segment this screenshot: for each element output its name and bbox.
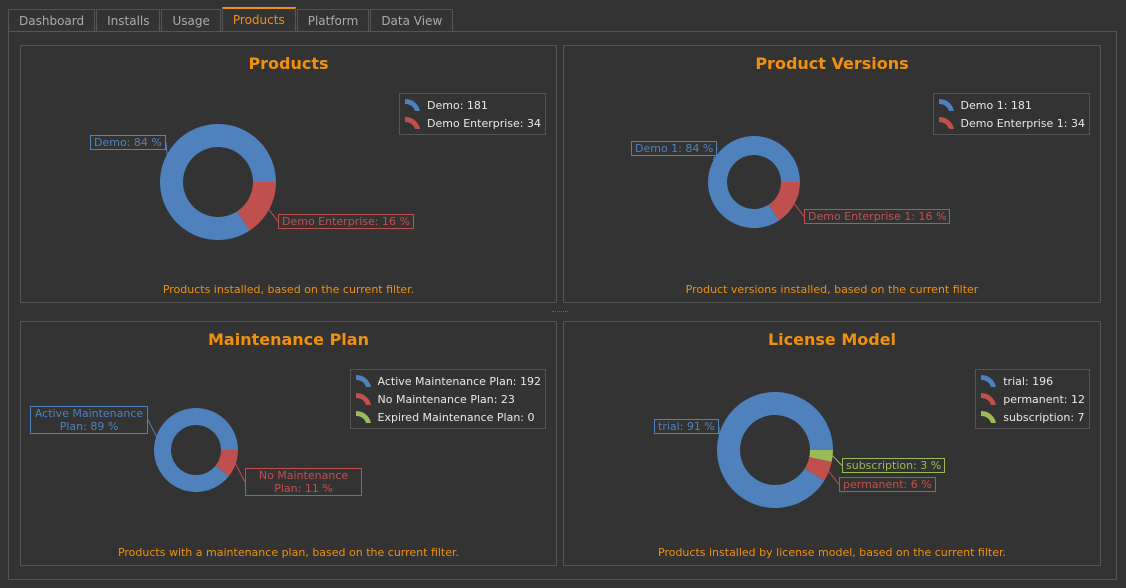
- donut-slice-1[interactable]: [804, 457, 832, 481]
- donut-slice-1[interactable]: [215, 450, 238, 477]
- product-versions-chart-panel: Product Versions Product versions install…: [563, 45, 1101, 303]
- chart-legend: Active Maintenance Plan: 192 No Maintenan…: [349, 369, 546, 429]
- donut-chart: [717, 392, 843, 509]
- legend-swatch-icon: [981, 410, 997, 423]
- splitter-handle[interactable]: [552, 311, 568, 312]
- slice-data-label: subscription: 3 %: [842, 458, 946, 473]
- slice-data-label: Demo: 84 %: [90, 135, 166, 150]
- leader-line: [268, 209, 279, 222]
- tab-content: [8, 31, 1117, 580]
- leader-line: [235, 463, 246, 483]
- donut-slice-0[interactable]: [708, 136, 800, 228]
- chart-caption: Products with a maintenance plan, based …: [117, 546, 460, 559]
- chart-caption: Products installed, based on the current…: [162, 283, 415, 296]
- donut-slice-0[interactable]: [160, 123, 276, 240]
- tab-products[interactable]: Products: [221, 7, 296, 31]
- slice-data-label: No Maintenance Plan: 11 %: [245, 468, 362, 496]
- donut-slice-2[interactable]: [809, 450, 833, 462]
- legend-label: Demo Enterprise 1: 34: [960, 116, 1085, 130]
- slice-data-label: permanent: 6 %: [839, 477, 936, 492]
- legend-item[interactable]: Demo: 181: [404, 96, 541, 114]
- legend-item[interactable]: Expired Maintenance Plan: 0: [355, 408, 541, 426]
- donut-slice-0[interactable]: [717, 392, 833, 509]
- slice-data-label: Active Maintenance Plan: 89 %: [30, 406, 148, 434]
- chart-title: Maintenance Plan: [208, 330, 369, 349]
- chart-legend: trial: 196 permanent: 12 subscription: 7: [975, 369, 1090, 429]
- slice-data-label: Demo Enterprise 1: 16 %: [804, 209, 951, 224]
- legend-item[interactable]: Demo 1: 181: [938, 96, 1085, 114]
- donut-slice-1[interactable]: [768, 182, 800, 221]
- legend-item[interactable]: subscription: 7: [980, 408, 1085, 426]
- donut-slice-1[interactable]: [237, 182, 276, 231]
- slice-data-label: Demo Enterprise: 16 %: [278, 214, 414, 229]
- legend-swatch-icon: [355, 410, 371, 423]
- legend-item[interactable]: Demo Enterprise: 34: [404, 114, 541, 132]
- tab-dashboard[interactable]: Dashboard: [8, 9, 96, 31]
- legend-item[interactable]: Demo Enterprise 1: 34: [938, 114, 1085, 132]
- legend-label: Demo Enterprise: 34: [427, 116, 541, 130]
- chart-legend: Demo: 181 Demo Enterprise: 34: [399, 93, 546, 135]
- chart-legend: Demo 1: 181 Demo Enterprise 1: 34: [932, 93, 1090, 135]
- legend-label: trial: 196: [1003, 374, 1054, 388]
- legend-label: Demo 1: 181: [960, 98, 1032, 112]
- products-chart-panel: Products Products installed, based on the…: [20, 45, 557, 303]
- donut-chart: [160, 123, 279, 240]
- license-model-chart-panel: License Model Products installed by licen…: [563, 321, 1101, 566]
- leader-line: [794, 203, 805, 217]
- leader-line: [832, 455, 843, 466]
- legend-label: Expired Maintenance Plan: 0: [377, 410, 535, 424]
- legend-swatch-icon: [981, 392, 997, 405]
- donut-slice-0[interactable]: [154, 408, 238, 492]
- chart-caption: Products installed by license model, bas…: [658, 546, 1006, 559]
- legend-swatch-icon: [355, 392, 371, 405]
- chart-caption: Product versions installed, based on the…: [685, 283, 979, 296]
- legend-item[interactable]: No Maintenance Plan: 23: [355, 390, 541, 408]
- slice-data-label: trial: 91 %: [654, 419, 719, 434]
- leader-line: [828, 471, 840, 485]
- leader-line: [165, 142, 168, 155]
- tab-usage[interactable]: Usage: [161, 9, 221, 31]
- legend-item[interactable]: trial: 196: [980, 372, 1085, 390]
- legend-swatch-icon: [355, 374, 371, 387]
- legend-label: No Maintenance Plan: 23: [377, 392, 515, 406]
- chart-title: Products: [248, 54, 329, 73]
- donut-chart: [708, 136, 805, 228]
- tab-bar: Dashboard Installs Usage Products Platfo…: [8, 7, 454, 31]
- chart-title: Product Versions: [755, 54, 909, 73]
- legend-item[interactable]: Active Maintenance Plan: 192: [355, 372, 541, 390]
- legend-label: permanent: 12: [1003, 392, 1085, 406]
- tab-platform[interactable]: Platform: [296, 9, 370, 31]
- donut-chart: [147, 408, 246, 492]
- legend-swatch-icon: [938, 98, 954, 111]
- legend-swatch-icon: [981, 374, 997, 387]
- slice-data-label: Demo 1: 84 %: [631, 141, 718, 156]
- legend-swatch-icon: [405, 98, 421, 111]
- tab-data-view[interactable]: Data View: [370, 9, 454, 31]
- legend-swatch-icon: [938, 116, 954, 129]
- leader-line: [147, 419, 157, 437]
- legend-item[interactable]: permanent: 12: [980, 390, 1085, 408]
- legend-label: Demo: 181: [427, 98, 488, 112]
- maintenance-plan-chart-panel: Maintenance Plan Products with a maintena…: [20, 321, 557, 566]
- legend-label: subscription: 7: [1003, 410, 1085, 424]
- legend-swatch-icon: [405, 116, 421, 129]
- tab-installs[interactable]: Installs: [96, 9, 161, 31]
- chart-title: License Model: [767, 330, 897, 349]
- legend-label: Active Maintenance Plan: 192: [377, 374, 541, 388]
